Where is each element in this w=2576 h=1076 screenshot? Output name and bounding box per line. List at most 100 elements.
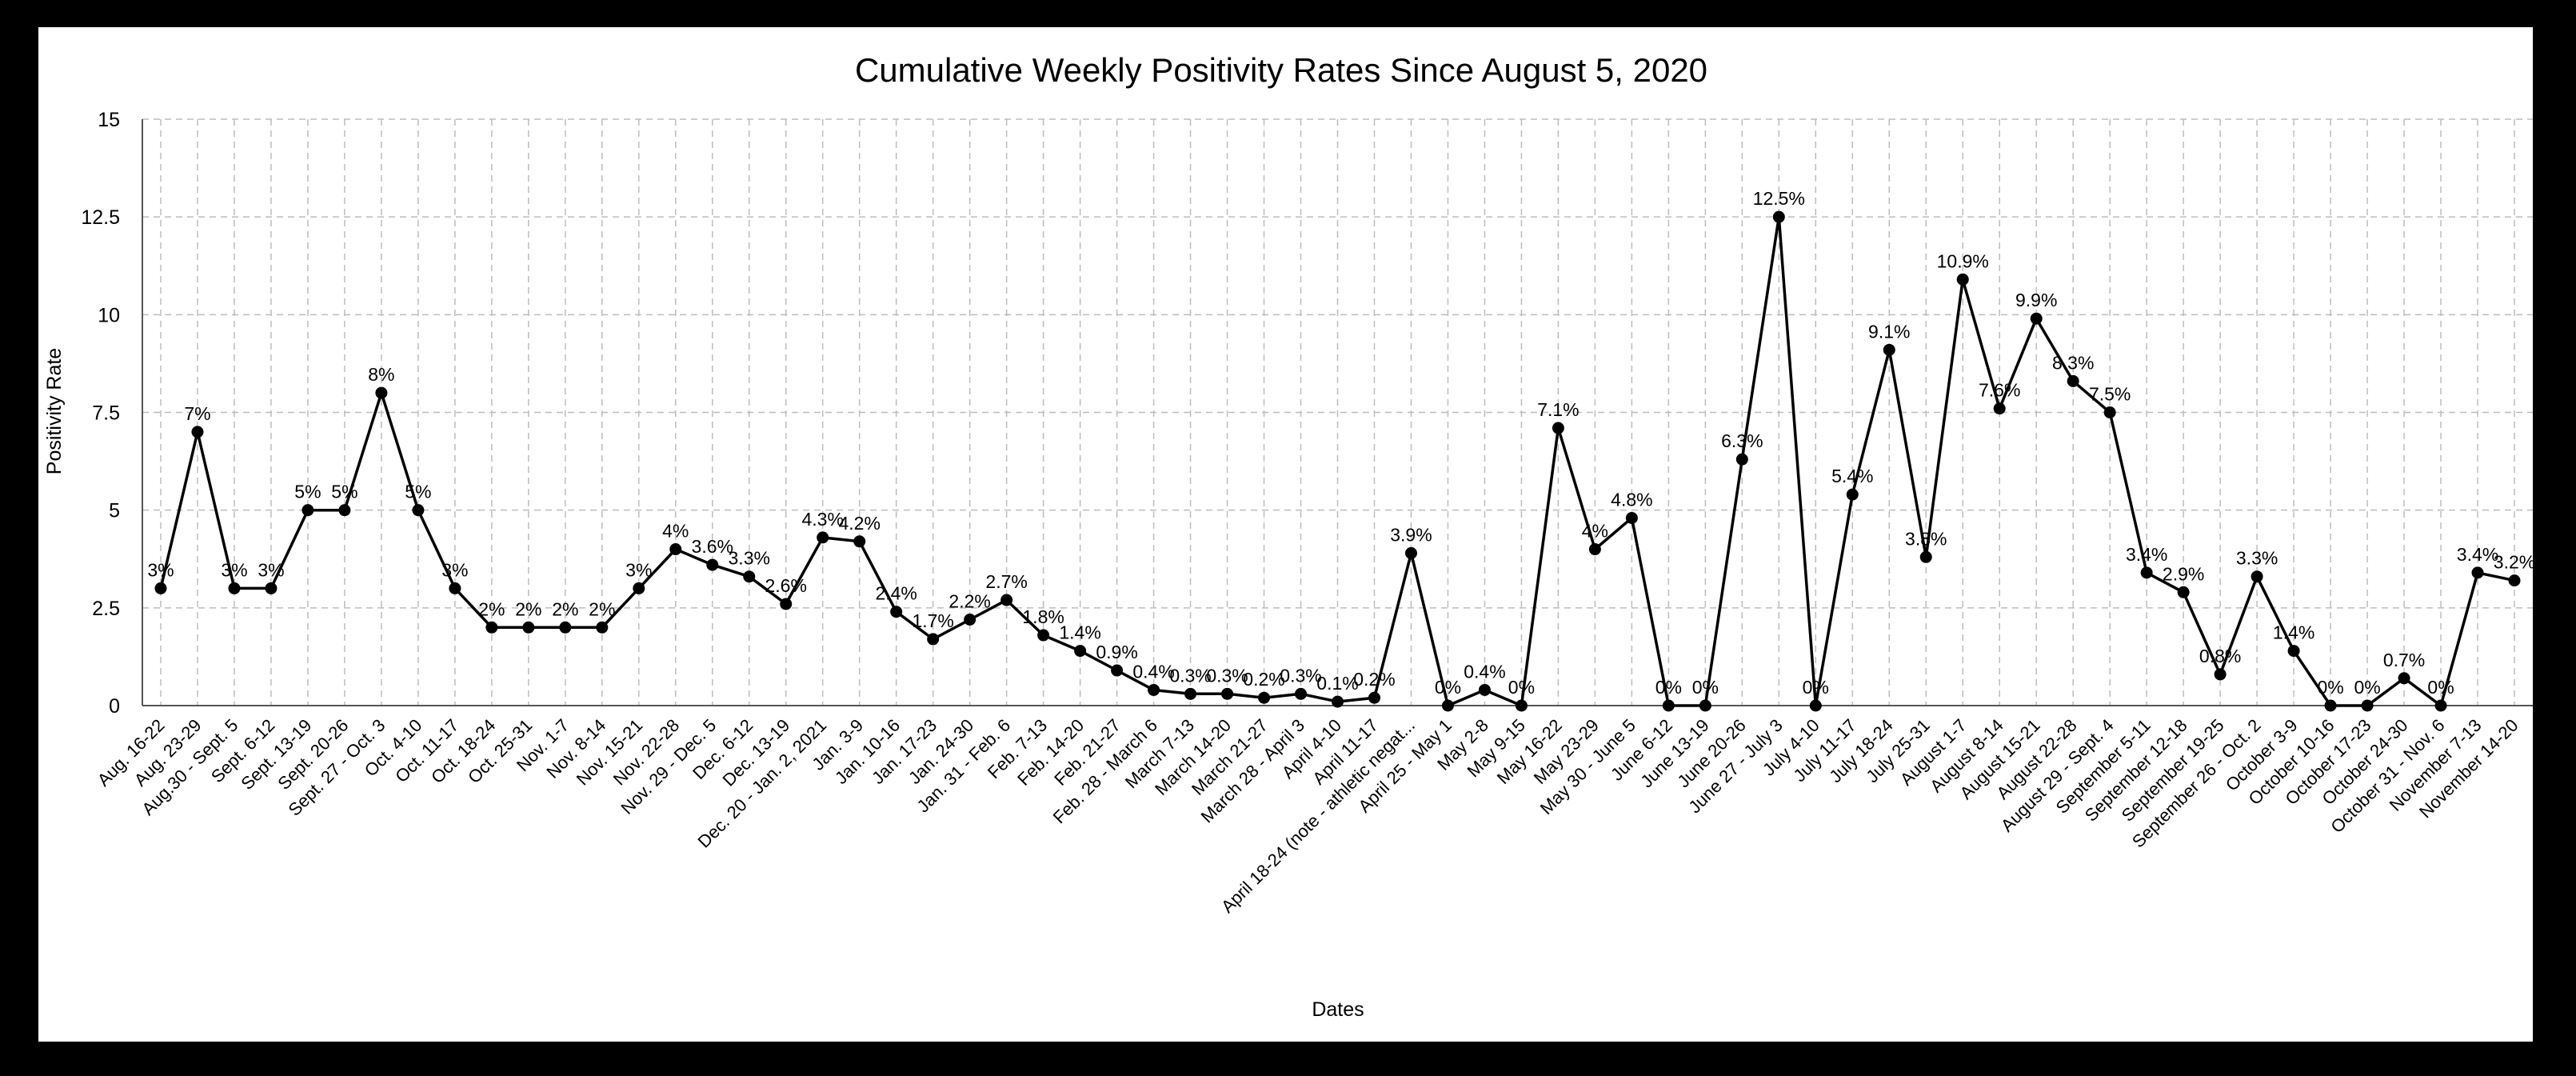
x-axis-title: Dates: [1312, 998, 1364, 1021]
y-tick-label: 12.5: [81, 206, 120, 229]
data-labels: 3%7%3% 3%5% 5%8%5%3%2% 2% 2% 2%3%4%3.6%3.3%2.…: [147, 188, 2533, 698]
data-label: 0.4%: [1464, 661, 1505, 682]
data-label: 0.2%: [1243, 669, 1284, 690]
data-point: [2287, 645, 2300, 658]
data-label: 7.5%: [2089, 384, 2131, 405]
data-point: [191, 426, 204, 438]
data-point: [2103, 406, 2116, 418]
data-point: [2398, 672, 2410, 685]
data-point: [927, 633, 940, 646]
data-label: 3%: [147, 559, 174, 580]
data-label: 6.3%: [1721, 430, 1763, 451]
data-label: 0.2%: [1353, 669, 1395, 690]
data-point: [1552, 422, 1564, 434]
data-label: 8%: [368, 364, 394, 385]
data-point: [412, 504, 425, 517]
y-axis-title: Positivity Rate: [43, 348, 66, 474]
data-point: [154, 582, 167, 594]
data-point: [1809, 699, 1822, 712]
data-label: 3%: [625, 559, 652, 580]
data-label: 3.3%: [729, 548, 770, 569]
data-point: [1404, 546, 1417, 559]
data-points: [154, 210, 2521, 712]
data-label: 2%: [515, 598, 541, 619]
data-label: 3.4%: [2457, 544, 2498, 565]
data-point: [1295, 687, 1308, 700]
data-label: 0%: [2317, 677, 2343, 698]
data-point: [1332, 695, 1344, 708]
data-label: 0%: [1508, 677, 1535, 698]
data-point: [302, 504, 314, 517]
data-label: 7.1%: [1537, 399, 1579, 420]
data-point: [1478, 683, 1491, 696]
data-label: 5%: [405, 482, 431, 502]
data-point: [2251, 570, 2263, 583]
data-point: [1883, 343, 1895, 356]
data-label: 0%: [1655, 677, 1682, 698]
data-label: 0.1%: [1316, 673, 1358, 694]
data-point: [817, 531, 829, 544]
data-label: 7%: [184, 403, 210, 424]
data-point: [1772, 210, 1785, 223]
data-point: [2508, 574, 2521, 587]
data-point: [1919, 550, 1932, 563]
data-point: [449, 582, 461, 594]
data-point: [1588, 543, 1601, 556]
data-point: [2324, 699, 2337, 712]
data-label: 0.8%: [2199, 646, 2241, 666]
data-label: 2.9%: [2163, 563, 2204, 584]
data-label: 1.4%: [1059, 622, 1100, 643]
data-label: 0.4%: [1132, 661, 1174, 682]
data-point: [2214, 668, 2227, 681]
data-label: 2.6%: [765, 575, 807, 596]
data-label: 3.2%: [2494, 552, 2533, 573]
data-label: 0.3%: [1206, 665, 1248, 686]
data-label: 2%: [478, 598, 505, 619]
data-point: [1148, 683, 1160, 696]
data-point: [265, 582, 278, 594]
data-label: 4.2%: [838, 513, 880, 534]
y-tick-label: 2.5: [92, 598, 120, 620]
data-point: [890, 606, 903, 618]
data-label: 5%: [294, 482, 321, 502]
data-point: [1515, 699, 1528, 712]
data-label: 7.6%: [1979, 380, 2020, 401]
data-label: 9.1%: [1868, 321, 1910, 342]
data-point: [1956, 273, 1969, 286]
data-label: 5.4%: [1831, 466, 1873, 486]
data-label: 0%: [1692, 677, 1719, 698]
data-point: [706, 558, 719, 571]
y-tick-label: 7.5: [92, 402, 120, 425]
data-point: [338, 504, 351, 517]
data-point: [228, 582, 241, 594]
data-label: 2%: [589, 598, 615, 619]
data-point: [743, 570, 756, 583]
data-label: 9.9%: [2015, 290, 2057, 310]
data-label: 3.6%: [692, 536, 733, 557]
chart-panel: Cumulative Weekly Positivity Rates Since…: [38, 27, 2533, 1042]
data-point: [2140, 566, 2153, 579]
data-label: 0%: [2354, 677, 2380, 698]
chart-title: Cumulative Weekly Positivity Rates Since…: [855, 51, 1707, 89]
data-point: [375, 386, 388, 399]
data-point: [485, 621, 498, 634]
data-point: [559, 621, 572, 634]
data-point: [1258, 691, 1271, 704]
data-label: 2.2%: [949, 590, 990, 611]
data-point: [2434, 699, 2447, 712]
data-point: [2361, 699, 2374, 712]
data-label: 3.9%: [1390, 524, 1432, 545]
data-label: 10.9%: [1937, 250, 1989, 271]
data-label: 4.8%: [1611, 489, 1652, 510]
data-point: [2067, 374, 2079, 387]
data-label: 2%: [552, 598, 578, 619]
data-label: 4.3%: [801, 509, 843, 530]
y-tick-label: 10: [98, 304, 120, 326]
data-point: [1441, 699, 1454, 712]
data-point: [1184, 687, 1197, 700]
data-point: [2471, 566, 2484, 579]
gridlines: [142, 118, 2533, 706]
data-label: 0.7%: [2383, 650, 2425, 670]
data-label: 0%: [1435, 677, 1461, 698]
